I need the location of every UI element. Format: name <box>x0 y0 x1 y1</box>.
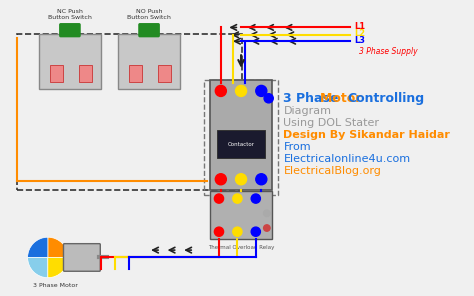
Circle shape <box>236 86 246 96</box>
Text: Electricalonline4u.com: Electricalonline4u.com <box>283 154 410 164</box>
Circle shape <box>256 86 267 96</box>
Text: 3 Phase Motor: 3 Phase Motor <box>33 283 78 288</box>
Text: Contactor: Contactor <box>228 142 255 147</box>
Wedge shape <box>48 258 68 278</box>
Text: Motor: Motor <box>320 92 365 105</box>
Text: Design By Sikandar Haidar: Design By Sikandar Haidar <box>283 130 450 140</box>
Circle shape <box>214 227 224 236</box>
FancyBboxPatch shape <box>158 65 171 82</box>
Text: NC Push
Button Switch: NC Push Button Switch <box>48 9 92 20</box>
FancyBboxPatch shape <box>118 34 180 89</box>
Circle shape <box>264 210 270 216</box>
Circle shape <box>236 174 246 185</box>
Wedge shape <box>27 258 48 278</box>
Circle shape <box>214 194 224 203</box>
FancyBboxPatch shape <box>79 65 92 82</box>
Text: 3 Phase: 3 Phase <box>283 92 343 105</box>
FancyBboxPatch shape <box>64 244 100 271</box>
Circle shape <box>215 86 227 96</box>
FancyBboxPatch shape <box>139 24 159 37</box>
Text: NO Push
Button Switch: NO Push Button Switch <box>127 9 171 20</box>
Text: Thermal Overload Relay: Thermal Overload Relay <box>208 244 274 250</box>
FancyBboxPatch shape <box>210 191 273 239</box>
Circle shape <box>251 227 260 236</box>
Circle shape <box>233 194 242 203</box>
Circle shape <box>251 194 260 203</box>
Text: 3 Phase Supply: 3 Phase Supply <box>359 47 418 56</box>
FancyBboxPatch shape <box>129 65 142 82</box>
Circle shape <box>264 225 270 231</box>
FancyBboxPatch shape <box>60 24 80 37</box>
Wedge shape <box>27 237 48 258</box>
FancyBboxPatch shape <box>210 80 273 190</box>
Text: ElectricalBlog.org: ElectricalBlog.org <box>283 166 381 176</box>
FancyBboxPatch shape <box>50 65 63 82</box>
Text: L2: L2 <box>354 29 365 38</box>
Circle shape <box>233 227 242 236</box>
FancyBboxPatch shape <box>217 131 265 158</box>
Wedge shape <box>48 237 68 258</box>
Text: L1: L1 <box>354 22 365 31</box>
Circle shape <box>256 174 267 185</box>
FancyBboxPatch shape <box>39 34 101 89</box>
Text: L3: L3 <box>354 36 365 45</box>
Text: Controlling: Controlling <box>347 92 424 105</box>
Text: From: From <box>283 142 311 152</box>
Circle shape <box>215 174 227 185</box>
Circle shape <box>264 94 273 103</box>
Text: Diagram: Diagram <box>283 106 331 116</box>
Text: Using DOL Stater: Using DOL Stater <box>283 118 379 128</box>
